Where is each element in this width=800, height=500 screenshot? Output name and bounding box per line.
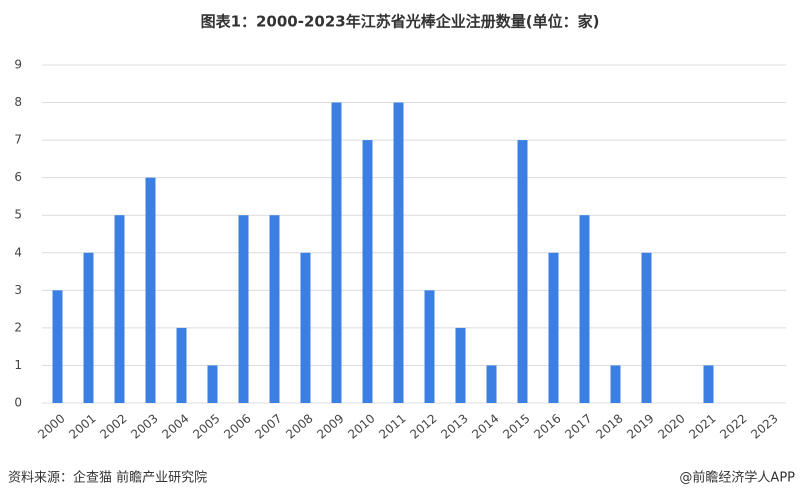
y-tick-label: 2 [14,320,22,334]
y-tick-label: 8 [14,95,22,109]
y-tick-label: 3 [14,283,22,297]
bar [548,252,559,403]
bar [207,365,218,403]
x-tick-label: 2020 [655,411,687,441]
bar [52,290,63,403]
x-tick-label: 2012 [407,411,439,441]
bar [83,252,94,403]
x-tick-label: 2009 [314,411,346,441]
bar [641,252,652,403]
y-tick-label: 5 [14,208,22,222]
bar [703,365,714,403]
watermark: @前瞻经济学人APP [679,470,795,486]
x-tick-label: 2014 [469,411,501,441]
x-tick-label: 2019 [624,411,656,441]
x-tick-label: 2007 [252,411,284,441]
x-tick-label: 2016 [531,411,563,441]
x-tick-label: 2003 [128,411,160,441]
bar [610,365,621,403]
y-tick-label: 9 [14,58,22,72]
x-tick-label: 2010 [345,411,377,441]
bar [331,102,342,404]
x-tick-label: 2015 [500,411,532,441]
bar [176,327,187,403]
y-tick-label: 1 [14,358,22,372]
bar [300,252,311,403]
bar [517,140,528,403]
x-tick-label: 2001 [66,411,98,441]
y-tick-label: 4 [14,245,22,259]
bar [579,215,590,403]
bar [455,327,466,403]
x-tick-label: 2013 [438,411,470,441]
x-tick-label: 2008 [283,411,315,441]
bar [424,290,435,403]
y-tick-label: 6 [14,170,22,184]
x-tick-label: 2000 [35,411,67,441]
bar [362,140,373,403]
bar [114,215,125,403]
x-tick-label: 2023 [748,411,780,441]
y-tick-label: 0 [14,396,22,410]
x-tick-label: 2002 [97,411,129,441]
x-tick-label: 2011 [376,411,408,441]
x-tick-label: 2006 [221,411,253,441]
chart-title: 图表1：2000-2023年江苏省光棒企业注册数量(单位：家) [201,13,600,31]
y-tick-label: 7 [14,133,22,147]
bar [393,102,404,404]
x-tick-label: 2004 [159,411,191,441]
x-tick-label: 2017 [562,411,594,441]
x-tick-label: 2005 [190,411,222,441]
x-tick-label: 2021 [686,411,718,441]
x-tick-label: 2018 [593,411,625,441]
bar [269,215,280,403]
source: 资料来源：企查猫 前瞻产业研究院 [8,470,207,486]
bar [486,365,497,403]
bar [238,215,249,403]
x-tick-label: 2022 [717,411,749,441]
bar [145,177,156,403]
